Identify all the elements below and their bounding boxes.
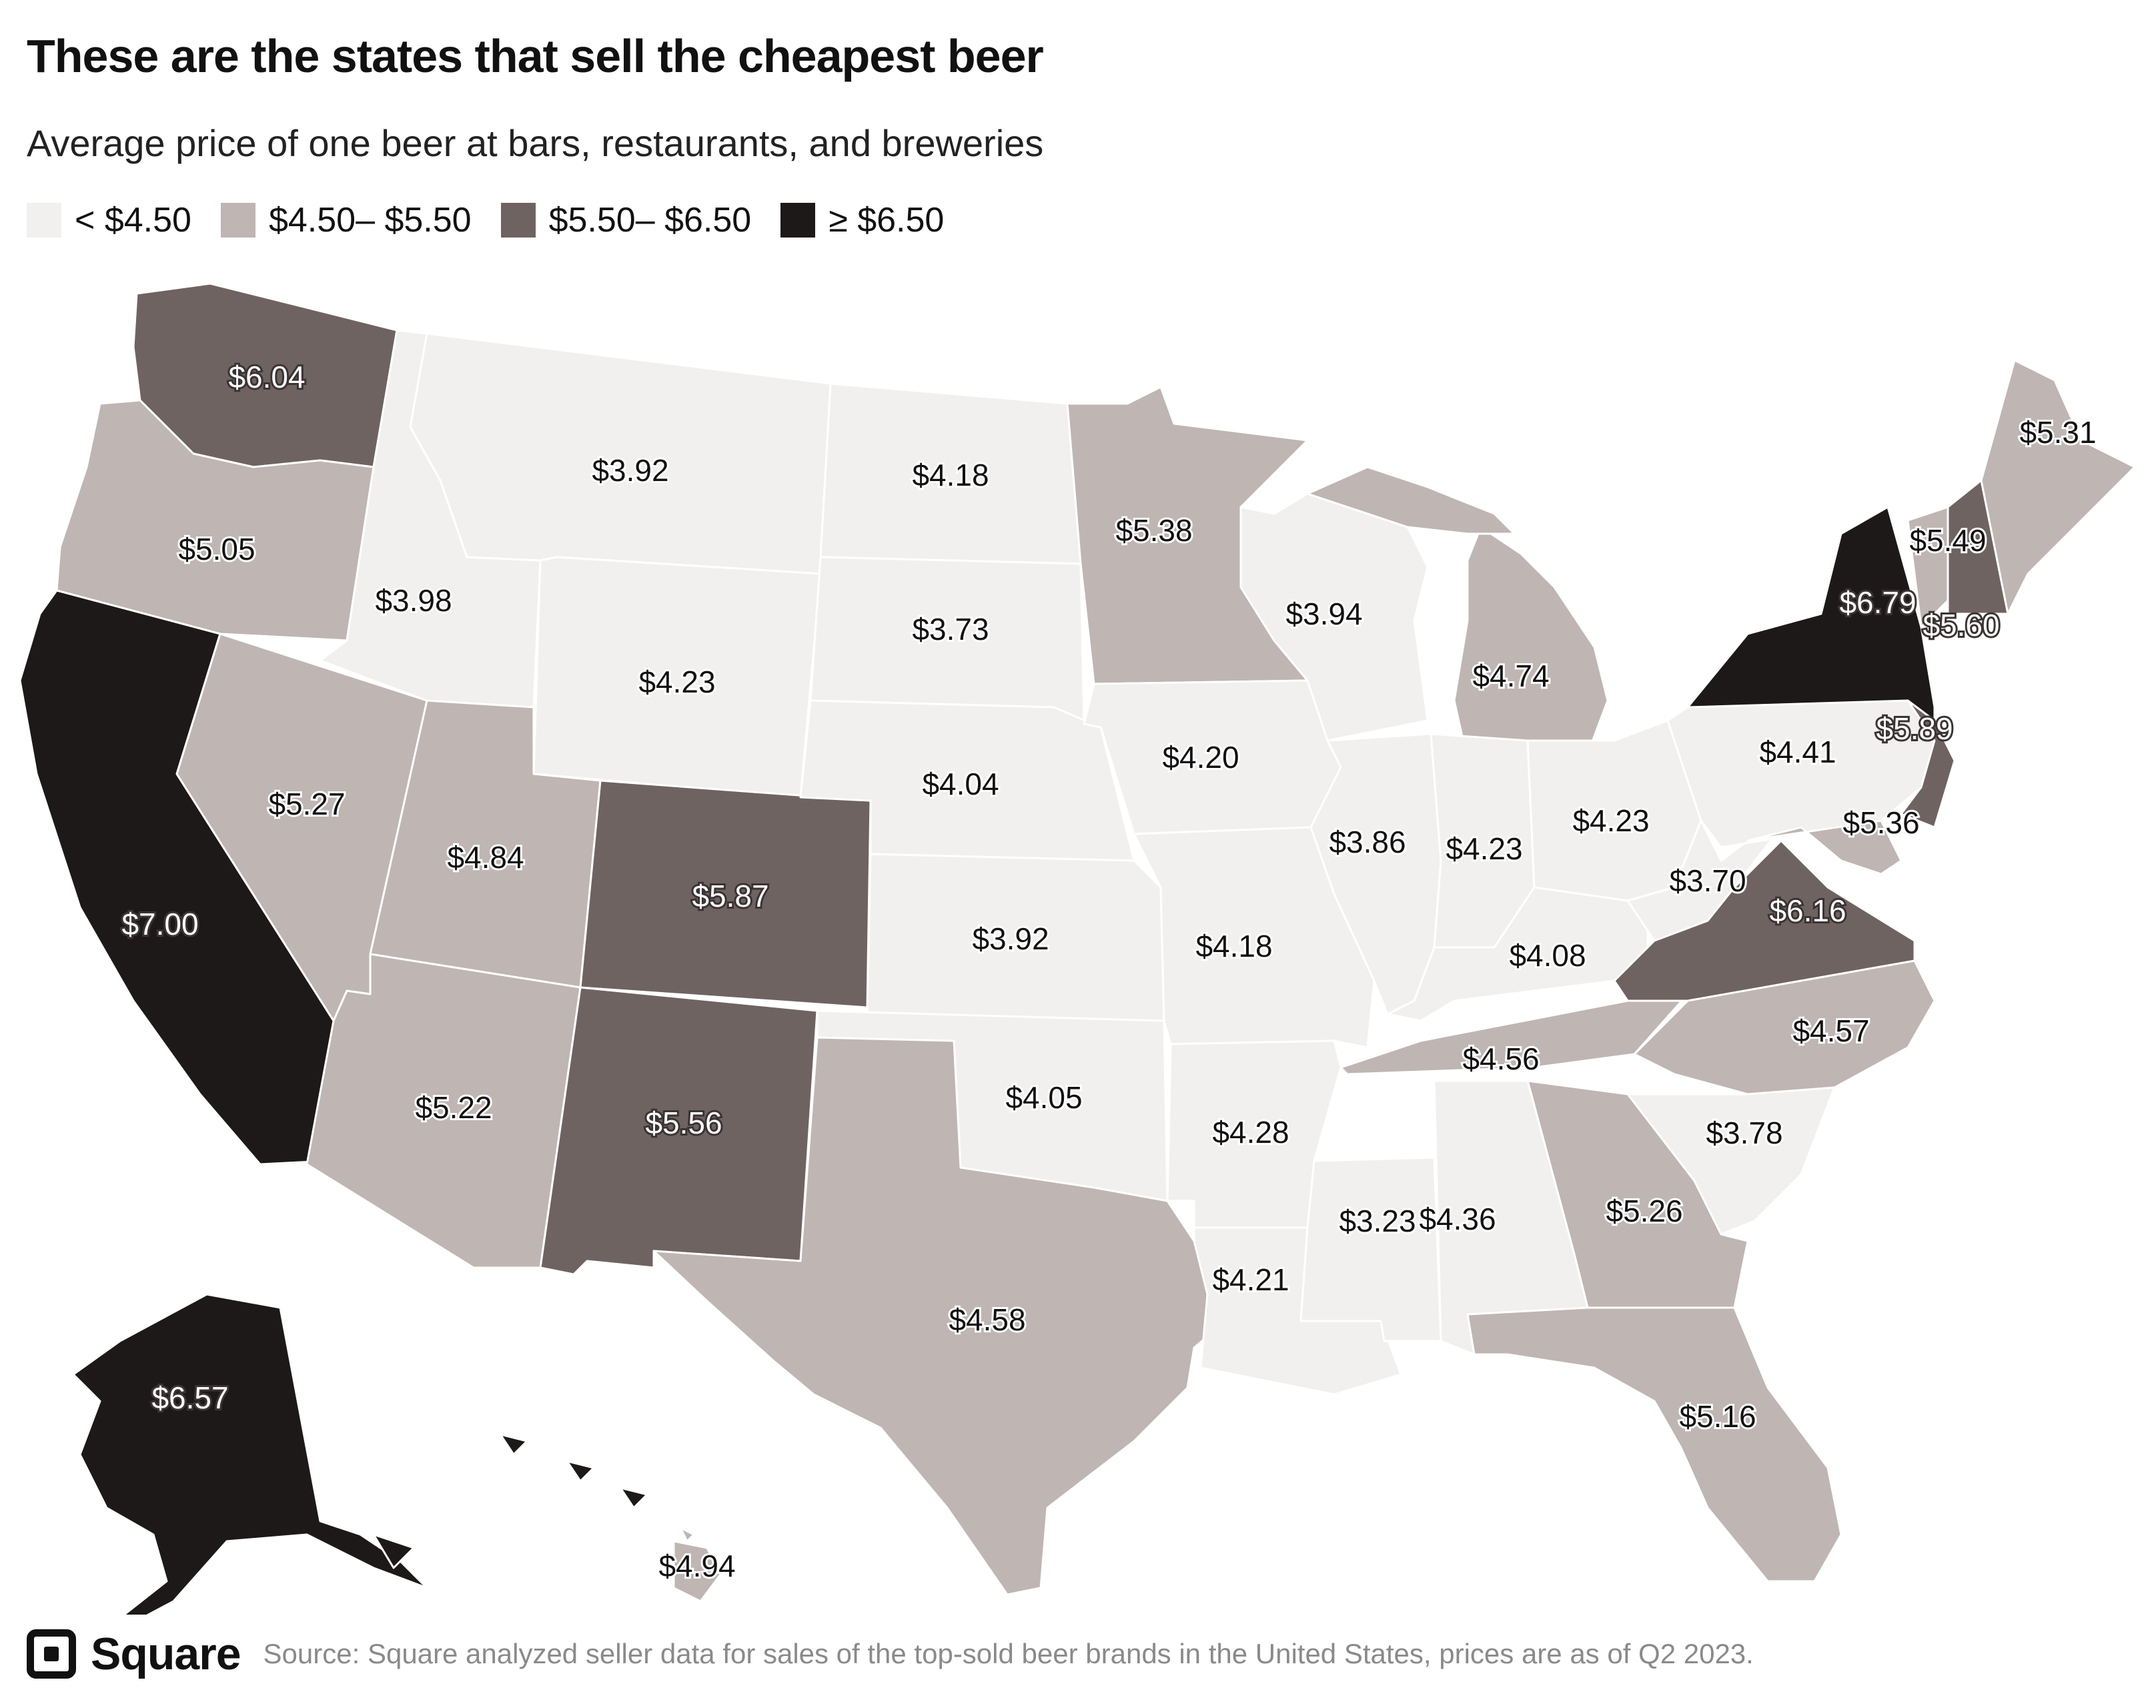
state-label-nc: $4.57 (1792, 1013, 1869, 1048)
legend-label: < $4.50 (75, 201, 191, 240)
state-ak (72, 1293, 428, 1615)
us-map: $6.04 $5.05 $7.00 $5.27 $3.98 $3.92 $4.23 $4.84… (19, 282, 2136, 1615)
state-label-hi: $4.94 (658, 1549, 735, 1583)
state-label-wy: $4.23 (638, 665, 715, 699)
state-mi (1453, 526, 1609, 762)
state-label-sd: $3.73 (912, 612, 989, 647)
legend-item-550-650: $5.50– $6.50 (500, 200, 752, 240)
state-fl (1466, 1306, 1842, 1583)
legend-label: $4.50– $5.50 (268, 201, 472, 240)
state-wi (1239, 492, 1429, 742)
legend-item-under-450: < $4.50 (27, 200, 191, 240)
state-label-al: $4.36 (1419, 1202, 1496, 1236)
state-label-nh: $5.60 (1923, 608, 1999, 643)
state-label-wi: $3.94 (1285, 596, 1362, 631)
state-md (1746, 819, 1903, 875)
state-label-me: $5.31 (2019, 415, 2096, 450)
state-label-ut: $4.84 (447, 840, 524, 875)
legend-item-450-550: $4.50– $5.50 (220, 200, 472, 240)
state-label-id: $3.98 (375, 583, 452, 618)
state-label-mn: $5.38 (1115, 513, 1192, 548)
state-label-nm: $5.56 (645, 1106, 722, 1140)
state-label-tx: $4.58 (949, 1302, 1025, 1337)
source-note: Source: Square analyzed seller data for … (263, 1638, 1754, 1669)
state-label-md: $5.36 (1842, 805, 1919, 840)
state-label-ga: $5.26 (1606, 1194, 1682, 1228)
legend-label: $5.50– $6.50 (548, 201, 752, 240)
state-label-or: $5.05 (178, 532, 255, 566)
state-label-wv: $3.70 (1669, 863, 1746, 898)
state-label-mt: $3.92 (592, 453, 668, 488)
state-label-ca: $7.00 (121, 907, 198, 941)
legend-swatch (220, 203, 255, 238)
square-logo-icon (27, 1629, 76, 1679)
state-label-nj: $5.89 (1876, 711, 1953, 746)
state-ak-island (619, 1486, 648, 1509)
brand-name: Square (91, 1629, 241, 1679)
state-nc (1633, 959, 1936, 1096)
state-label-ia: $4.20 (1162, 740, 1239, 775)
state-label-nv: $5.27 (268, 787, 345, 821)
state-label-ky: $4.08 (1509, 938, 1586, 973)
state-mi (1306, 466, 1516, 535)
state-label-ne: $4.04 (922, 767, 999, 801)
state-label-oh: $4.23 (1572, 803, 1649, 838)
state-label-fl: $5.16 (1679, 1399, 1756, 1434)
state-label-ak: $6.57 (151, 1380, 228, 1415)
state-ak-island (566, 1460, 595, 1482)
state-label-tn: $4.56 (1462, 1041, 1539, 1076)
footer: Square Source: Square analyzed seller da… (27, 1628, 1754, 1680)
state-ms (1299, 1156, 1442, 1342)
state-me (1980, 359, 2136, 615)
legend: < $4.50 $4.50– $5.50 $5.50– $6.50 ≥ $6.5… (27, 200, 973, 240)
state-label-wa: $6.04 (228, 360, 305, 394)
state-label-ar: $4.28 (1212, 1115, 1289, 1150)
state-label-az: $5.22 (415, 1090, 492, 1125)
state-hi (672, 1540, 722, 1603)
state-hi-island (679, 1527, 695, 1543)
state-tn (1339, 993, 1689, 1076)
legend-item-650-plus: ≥ $6.50 (780, 200, 944, 240)
state-va (1613, 839, 1916, 1002)
state-label-ks: $3.92 (972, 921, 1049, 956)
chart-subtitle: Average price of one beer at bars, resta… (27, 122, 1044, 164)
state-label-pa: $4.41 (1759, 735, 1836, 769)
state-nj (1900, 699, 1956, 829)
state-label-va: $6.16 (1769, 893, 1846, 928)
state-label-ny: $6.79 (1839, 585, 1916, 620)
state-label-il: $3.86 (1329, 825, 1406, 859)
state-label-mi: $4.74 (1472, 659, 1549, 693)
state-nm (539, 986, 819, 1276)
state-label-co: $5.87 (692, 879, 768, 913)
legend-swatch (27, 203, 61, 238)
state-tx (652, 1036, 1219, 1596)
state-label-ok: $4.05 (1005, 1080, 1082, 1115)
state-label-la: $4.21 (1212, 1262, 1289, 1297)
state-label-vt: $5.49 (1909, 523, 1986, 558)
state-label-sc: $3.78 (1706, 1116, 1782, 1150)
legend-swatch (780, 203, 816, 238)
state-label-ms: $3.23 (1339, 1204, 1416, 1238)
chart-title: These are the states that sell the cheap… (27, 30, 1044, 82)
state-label-mo: $4.18 (1195, 929, 1272, 963)
state-ak-island (372, 1533, 415, 1569)
legend-swatch (500, 203, 536, 238)
state-label-in: $4.23 (1446, 831, 1522, 866)
state-label-nd: $4.18 (912, 458, 989, 492)
state-ak-island (499, 1433, 528, 1456)
legend-label: ≥ $6.50 (829, 201, 945, 240)
